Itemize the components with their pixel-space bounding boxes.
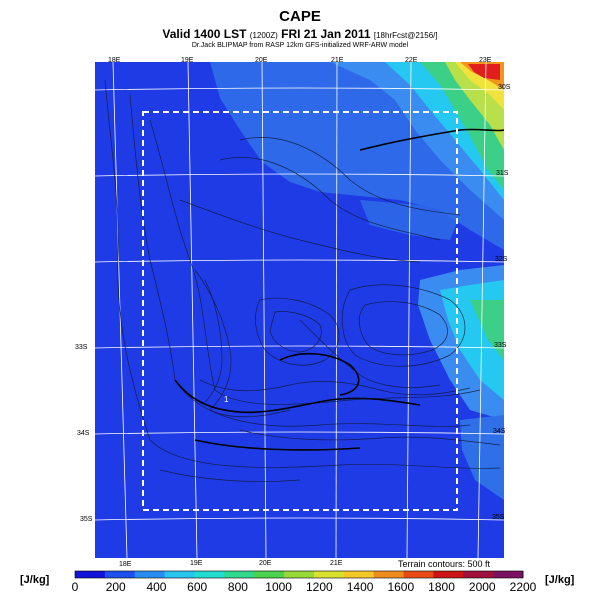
lon-label-top: 18E — [108, 57, 121, 64]
colorbar-tick-label: 600 — [187, 580, 208, 594]
lon-label-top: 22E — [405, 57, 418, 64]
location-marker: 1 — [224, 395, 229, 404]
colorbar-swatch — [254, 571, 285, 578]
lat-label-right: 32S — [495, 256, 508, 263]
colorbar-swatch — [493, 571, 524, 578]
colorbar-tick-label: 1400 — [346, 580, 374, 594]
colorbar-swatch — [313, 571, 345, 578]
lat-label-left: 34S — [77, 430, 90, 437]
colorbar-tick-label: 0 — [71, 580, 79, 594]
lon-label-bottom: 18E — [119, 561, 132, 568]
colorbar-tick-label: 1600 — [387, 580, 415, 594]
lat-label-left: 33S — [75, 344, 88, 351]
terrain-note: Terrain contours: 500 ft — [398, 559, 491, 569]
domain-box — [142, 111, 458, 511]
lat-label-right: 34S — [493, 428, 506, 435]
colorbar-swatch — [104, 571, 136, 578]
lat-label-right: 33S — [494, 342, 507, 349]
colorbar-tick-label: 1800 — [428, 580, 455, 594]
colorbar-swatch — [224, 571, 255, 578]
chart-title: CAPE — [279, 8, 321, 25]
valid-time: Valid 1400 LST (1200Z) FRI 21 Jan 2011 [… — [162, 27, 438, 41]
colorbar-tick-label: 2000 — [468, 580, 496, 594]
unit-label-right: [J/kg] — [545, 574, 575, 586]
lat-label-right: 31S — [496, 170, 509, 177]
colorbar-tick-label: 1000 — [265, 580, 292, 594]
lon-label-bottom: 21E — [330, 560, 343, 567]
colorbar-swatch — [284, 571, 315, 578]
colorbar-swatch — [164, 571, 195, 578]
bold-contours — [174, 128, 504, 451]
colorbar-tick-label: 400 — [146, 580, 167, 594]
lon-label-top: 20E — [255, 57, 268, 64]
colorbar-swatch — [463, 571, 494, 578]
lon-label-bottom: 19E — [190, 560, 203, 567]
colorbar-swatch — [343, 571, 375, 578]
colorbar-swatch — [134, 571, 166, 578]
colorbar-tick-label: 800 — [227, 580, 248, 594]
lat-label-right: 35S — [492, 514, 505, 521]
colorbar-swatch — [433, 571, 464, 578]
lon-label-top: 19E — [181, 57, 194, 64]
colorbar-swatch — [373, 571, 405, 578]
colorbar-tick-label: 200 — [105, 580, 126, 594]
colorbar-tick-label: 2200 — [509, 580, 537, 594]
colorbar — [75, 571, 524, 578]
colorbar-swatch — [75, 571, 106, 578]
colorbar-swatch — [403, 571, 434, 578]
colorbar-swatch — [194, 571, 225, 578]
lon-label-top: 23E — [479, 57, 492, 64]
lat-label-left: 35S — [80, 516, 93, 523]
lon-label-top: 21E — [331, 57, 344, 64]
lon-label-bottom: 20E — [259, 560, 272, 567]
lat-label-right: 30S — [498, 84, 511, 91]
unit-label-left: [J/kg] — [20, 574, 50, 586]
model-credit: Dr.Jack BLIPMAP from RASP 12km GFS-initi… — [191, 42, 409, 49]
colorbar-tick-label: 1200 — [306, 580, 333, 594]
